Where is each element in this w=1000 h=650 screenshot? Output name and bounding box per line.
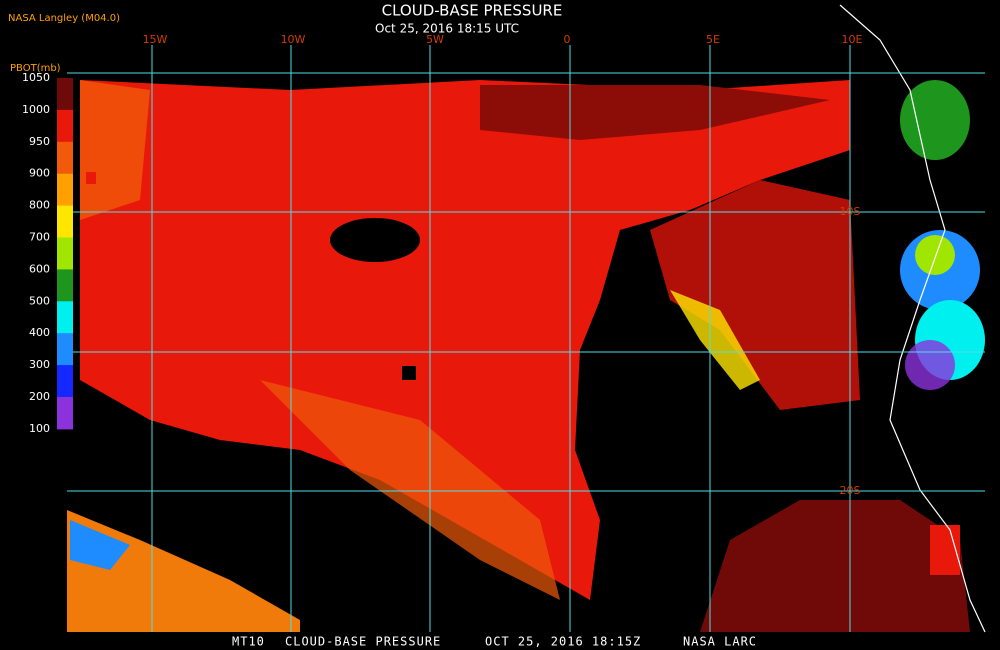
- footer-text: OCT 25, 2016 18:15Z: [485, 635, 641, 649]
- longitude-label: 0: [564, 33, 571, 46]
- legend-tick-label: 400: [29, 326, 50, 339]
- cloud-region: [86, 172, 96, 184]
- legend-swatch: [57, 397, 73, 430]
- cloud-region: [905, 340, 955, 390]
- cloud-region: [70, 520, 130, 570]
- legend-tick-label: 900: [29, 167, 50, 180]
- cloud-region: [900, 80, 970, 160]
- legend-swatch: [57, 141, 73, 175]
- longitude-label: 10E: [842, 33, 863, 46]
- legend-swatch: [57, 237, 73, 270]
- latitude-label: 10S: [840, 205, 861, 218]
- legend-swatch: [57, 269, 73, 302]
- footer-text: NASA LARC: [683, 635, 757, 649]
- legend-label: PBOT(mb): [10, 63, 61, 74]
- legend-tick-label: 950: [29, 135, 50, 148]
- coastline: [839, 4, 986, 633]
- longitude-label: 5E: [706, 33, 720, 46]
- legend-tick-label: 1050: [22, 71, 50, 84]
- legend-tick-label: 200: [29, 390, 50, 403]
- legend-swatch: [57, 109, 73, 143]
- source: NASA Langley (M04.0): [8, 13, 120, 24]
- cloud-region: [670, 290, 760, 390]
- legend: 1050 1000 950 900 800 700 600 500 400 300 200 100: [22, 71, 73, 435]
- legend-swatch: [57, 78, 73, 111]
- title: CLOUD-BASE PRESSURE: [382, 2, 563, 20]
- legend-tick-label: 800: [29, 199, 50, 212]
- cloud-region: [915, 235, 955, 275]
- legend-swatch: [57, 301, 73, 334]
- legend-tick-label: 500: [29, 294, 50, 307]
- longitude-label: 10W: [281, 33, 306, 46]
- footer-text: CLOUD-BASE PRESSURE: [285, 635, 441, 649]
- longitude-labels: 15W 10W 5W 0 5E 10E: [143, 33, 863, 46]
- legend-swatch: [57, 365, 73, 398]
- legend-tick-label: 1000: [22, 103, 50, 116]
- legend-tick-label: 300: [29, 358, 50, 371]
- cloud-region: [80, 80, 850, 600]
- cloud-region: [80, 80, 150, 220]
- legend-tick-label: 100: [29, 422, 50, 435]
- clear-area: [402, 366, 416, 380]
- clear-area: [330, 218, 420, 262]
- cloud-region: [260, 380, 560, 600]
- cloud-region: [480, 85, 830, 140]
- legend-tick-label: 700: [29, 231, 50, 244]
- cloud-field: [67, 80, 985, 632]
- footer: MT10 CLOUD-BASE PRESSURE OCT 25, 2016 18:1…: [232, 635, 757, 649]
- legend-swatch: [57, 333, 73, 366]
- timestamp: Oct 25, 2016 18:15 UTC: [375, 22, 519, 36]
- legend-tick-label: 600: [29, 262, 50, 275]
- longitude-label: 15W: [143, 33, 168, 46]
- graticule: [67, 45, 985, 632]
- cloud-region: [700, 500, 970, 632]
- cloud-region: [930, 525, 960, 575]
- cloud-region: [67, 510, 300, 632]
- legend-swatch: [57, 205, 73, 238]
- longitude-label: 5W: [426, 33, 444, 46]
- latitude-labels: 10S 20S: [840, 205, 861, 497]
- footer-text: MT10: [232, 635, 265, 649]
- latitude-label: 20S: [840, 484, 861, 497]
- legend-swatch: [57, 173, 73, 207]
